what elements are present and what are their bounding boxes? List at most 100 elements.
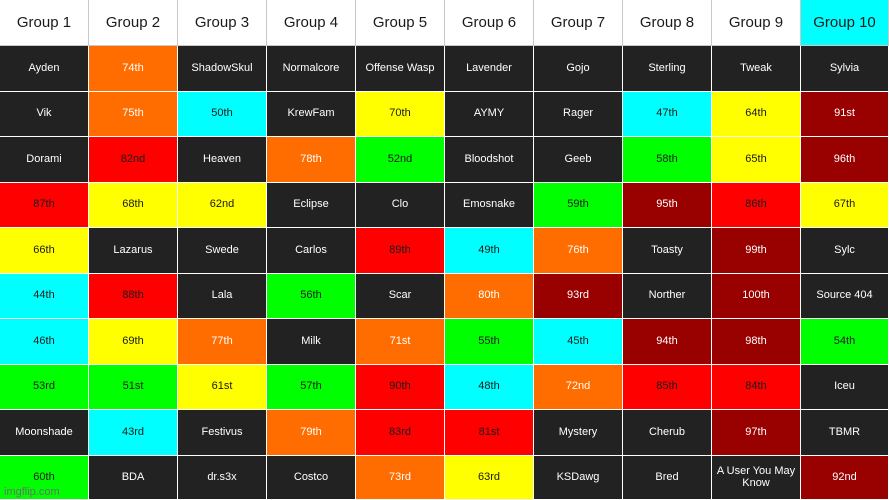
grid-cell: 95th <box>623 182 712 228</box>
grid-cell: Tweak <box>712 46 801 92</box>
grid-cell: 59th <box>534 182 623 228</box>
grid-cell: ShadowSkul <box>178 46 267 92</box>
grid-cell: 71st <box>356 319 445 365</box>
header-group-1: Group 1 <box>0 0 89 46</box>
grid-cell: 75th <box>89 91 178 137</box>
grid-cell: 45th <box>534 319 623 365</box>
grid-cell: 94th <box>623 319 712 365</box>
grid-cell: Scar <box>356 273 445 319</box>
grid-cell: BDA <box>89 455 178 500</box>
grid-cell: 52nd <box>356 137 445 183</box>
grid-cell: 87th <box>0 182 89 228</box>
grid-cell: Lala <box>178 273 267 319</box>
grid-cell: 76th <box>534 228 623 274</box>
grid-cell: Eclipse <box>267 182 356 228</box>
grid-cell: 51st <box>89 364 178 410</box>
grid-cell: 44th <box>0 273 89 319</box>
grid-cell: Vik <box>0 91 89 137</box>
header-group-2: Group 2 <box>89 0 178 46</box>
grid-cell: 74th <box>89 46 178 92</box>
grid-cell: Source 404 <box>801 273 889 319</box>
header-group-9: Group 9 <box>712 0 801 46</box>
grid-cell: 64th <box>712 91 801 137</box>
grid-cell: 96th <box>801 137 889 183</box>
grid-cell: Normalcore <box>267 46 356 92</box>
grid-cell: 84th <box>712 364 801 410</box>
grid-cell: KrewFam <box>267 91 356 137</box>
grid-cell: Bloodshot <box>445 137 534 183</box>
grid-cell: 79th <box>267 410 356 456</box>
grid-cell: A User You May Know <box>712 455 801 500</box>
grid-cell: Norther <box>623 273 712 319</box>
grid-cell: Carlos <box>267 228 356 274</box>
grid-cell: 89th <box>356 228 445 274</box>
grid-cell: Mystery <box>534 410 623 456</box>
grid-cell: Dorami <box>0 137 89 183</box>
grid-cell: 93rd <box>534 273 623 319</box>
grid-cell: Offense Wasp <box>356 46 445 92</box>
grid-cell: 81st <box>445 410 534 456</box>
grid-cell: 50th <box>178 91 267 137</box>
grid-cell: KSDawg <box>534 455 623 500</box>
grid-cell: 63rd <box>445 455 534 500</box>
grid-cell: 83rd <box>356 410 445 456</box>
header-group-6: Group 6 <box>445 0 534 46</box>
grid-cell: 90th <box>356 364 445 410</box>
grid-cell: 58th <box>623 137 712 183</box>
grid-cell: Rager <box>534 91 623 137</box>
header-group-7: Group 7 <box>534 0 623 46</box>
grid-cell: 67th <box>801 182 889 228</box>
header-group-10: Group 10 <box>801 0 889 46</box>
header-group-5: Group 5 <box>356 0 445 46</box>
grid-cell: Lavender <box>445 46 534 92</box>
grid-cell: Sylvia <box>801 46 889 92</box>
grid-cell: 57th <box>267 364 356 410</box>
grid-cell: 97th <box>712 410 801 456</box>
grid-cell: Toasty <box>623 228 712 274</box>
grid-cell: Milk <box>267 319 356 365</box>
grid-cell: Ayden <box>0 46 89 92</box>
grid-cell: 72nd <box>534 364 623 410</box>
grid-cell: 86th <box>712 182 801 228</box>
grid-cell: Gojo <box>534 46 623 92</box>
grid-cell: TBMR <box>801 410 889 456</box>
grid-cell: Cherub <box>623 410 712 456</box>
grid-cell: 48th <box>445 364 534 410</box>
grid-cell: Clo <box>356 182 445 228</box>
grid-cell: Lazarus <box>89 228 178 274</box>
grid-cell: Festivus <box>178 410 267 456</box>
grid-cell: 82nd <box>89 137 178 183</box>
grid-cell: 91st <box>801 91 889 137</box>
grid-cell: 88th <box>89 273 178 319</box>
grid-cell: AYMY <box>445 91 534 137</box>
grid-cell: 53rd <box>0 364 89 410</box>
grid-cell: Bred <box>623 455 712 500</box>
grid-cell: 60th <box>0 455 89 500</box>
grid-cell: 73rd <box>356 455 445 500</box>
grid-cell: 70th <box>356 91 445 137</box>
header-group-3: Group 3 <box>178 0 267 46</box>
grid-cell: 85th <box>623 364 712 410</box>
grid-cell: 66th <box>0 228 89 274</box>
grid-cell: Geeb <box>534 137 623 183</box>
grid-cell: 46th <box>0 319 89 365</box>
grid-cell: 55th <box>445 319 534 365</box>
grid-cell: 98th <box>712 319 801 365</box>
grid-cell: 100th <box>712 273 801 319</box>
grid-cell: 69th <box>89 319 178 365</box>
grid-cell: 80th <box>445 273 534 319</box>
header-group-8: Group 8 <box>623 0 712 46</box>
grid-cell: 78th <box>267 137 356 183</box>
grid-cell: dr.s3x <box>178 455 267 500</box>
grid-cell: 62nd <box>178 182 267 228</box>
grid-cell: 65th <box>712 137 801 183</box>
grid-cell: Moonshade <box>0 410 89 456</box>
grid-cell: Emosnake <box>445 182 534 228</box>
grid-cell: Sylc <box>801 228 889 274</box>
grid-cell: 61st <box>178 364 267 410</box>
grid-cell: 43rd <box>89 410 178 456</box>
grid-cell: 77th <box>178 319 267 365</box>
grid-cell: 99th <box>712 228 801 274</box>
grid-cell: 92nd <box>801 455 889 500</box>
